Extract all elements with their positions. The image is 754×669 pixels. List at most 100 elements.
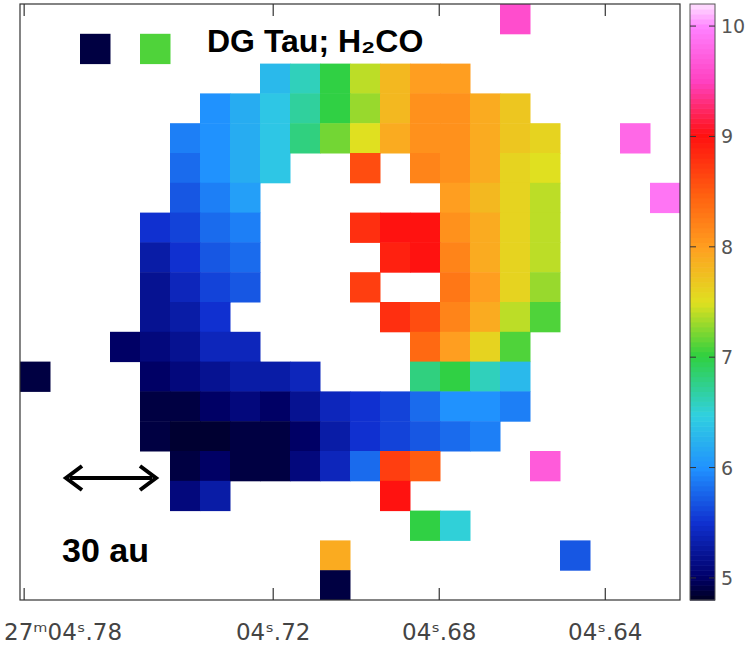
colorbar-segment — [690, 481, 715, 487]
cell — [260, 123, 291, 153]
cell — [440, 421, 471, 451]
colorbar-segment — [690, 158, 715, 164]
cell — [230, 391, 261, 421]
cell — [290, 362, 321, 392]
cell — [410, 93, 441, 123]
colorbar-segment — [690, 516, 715, 522]
colorbar-segment — [690, 108, 715, 114]
cell — [410, 64, 441, 94]
colorbar-segment — [690, 237, 715, 243]
cell — [200, 362, 231, 392]
colorbar-segment — [690, 113, 715, 119]
cell — [410, 391, 441, 421]
colorbar-segment — [690, 555, 715, 561]
cell — [320, 570, 351, 600]
scalebar-arrow — [66, 466, 82, 490]
colorbar-segment — [690, 367, 715, 373]
colorbar-tick — [690, 246, 696, 247]
colorbar-segment — [690, 79, 715, 85]
colorbar-segment — [690, 262, 715, 268]
colorbar-segment — [690, 69, 715, 75]
colorbar-segment — [690, 471, 715, 477]
cell — [500, 213, 531, 243]
cell — [440, 93, 471, 123]
colorbar-segment — [690, 272, 715, 278]
cell — [500, 362, 531, 392]
colorbar-label: 5 — [721, 567, 733, 589]
cell — [140, 362, 171, 392]
cell — [200, 183, 231, 213]
cell — [530, 272, 561, 302]
colorbar-segment — [690, 307, 715, 313]
colorbar-tick — [709, 577, 715, 578]
colorbar-segment — [690, 83, 715, 89]
cell — [170, 242, 201, 272]
colorbar-tick — [709, 246, 715, 247]
cell — [170, 451, 201, 481]
colorbar-segment — [690, 476, 715, 482]
colorbar-segment — [690, 193, 715, 199]
colorbar-label: 7 — [721, 346, 733, 368]
x-tick — [24, 588, 25, 600]
cell — [350, 421, 381, 451]
cell — [530, 213, 561, 243]
colorbar-segment — [690, 560, 715, 566]
colorbar-segment — [690, 24, 715, 30]
cell — [470, 391, 501, 421]
cell — [290, 391, 321, 421]
cell — [350, 391, 381, 421]
colorbar-segment — [690, 322, 715, 328]
colorbar-segment — [690, 550, 715, 556]
colorbar-label: 10 — [721, 15, 745, 37]
colorbar-segment — [690, 297, 715, 303]
cell — [140, 302, 171, 332]
colorbar-segment — [690, 302, 715, 308]
colorbar-segment — [690, 401, 715, 407]
title: DG Tau; H₂CO — [207, 23, 423, 59]
colorbar-segment — [690, 203, 715, 209]
cell — [470, 421, 501, 451]
colorbar-segment — [690, 64, 715, 70]
colorbar-segment — [690, 218, 715, 224]
cell — [410, 332, 441, 362]
colorbar-segment — [690, 486, 715, 492]
colorbar-frame — [690, 4, 715, 600]
cell — [230, 123, 261, 153]
cell — [140, 272, 171, 302]
cell — [140, 213, 171, 243]
cell — [170, 391, 201, 421]
cell — [350, 272, 381, 302]
colorbar-segment — [690, 446, 715, 452]
cell — [440, 183, 471, 213]
cell — [260, 93, 291, 123]
scalebar-arrow — [70, 476, 152, 480]
cell — [380, 391, 411, 421]
cell — [530, 242, 561, 272]
cell — [410, 302, 441, 332]
colorbar-segment — [690, 88, 715, 94]
colorbar-segment — [690, 98, 715, 104]
colorbar-segment — [690, 93, 715, 99]
cell — [410, 511, 441, 541]
colorbar-segment — [690, 19, 715, 25]
cell — [140, 391, 171, 421]
colorbar-segment — [690, 282, 715, 288]
x-tick-label: 04ˢ.64 — [568, 619, 642, 645]
colorbar-segment — [690, 491, 715, 497]
colorbar-segment — [690, 178, 715, 184]
colorbar-segment — [690, 501, 715, 507]
colorbar-segment — [690, 138, 715, 144]
cell — [410, 123, 441, 153]
colorbar-segment — [690, 44, 715, 50]
colorbar-segment — [690, 123, 715, 129]
cell — [170, 183, 201, 213]
colorbar-segment — [690, 327, 715, 333]
colorbar-segment — [690, 466, 715, 472]
cell — [560, 540, 591, 570]
colorbar-segment — [690, 511, 715, 517]
cell — [200, 272, 231, 302]
colorbar-segment — [690, 9, 715, 15]
colorbar-segment — [690, 213, 715, 219]
cell — [530, 153, 561, 183]
colorbar-segment — [690, 411, 715, 417]
